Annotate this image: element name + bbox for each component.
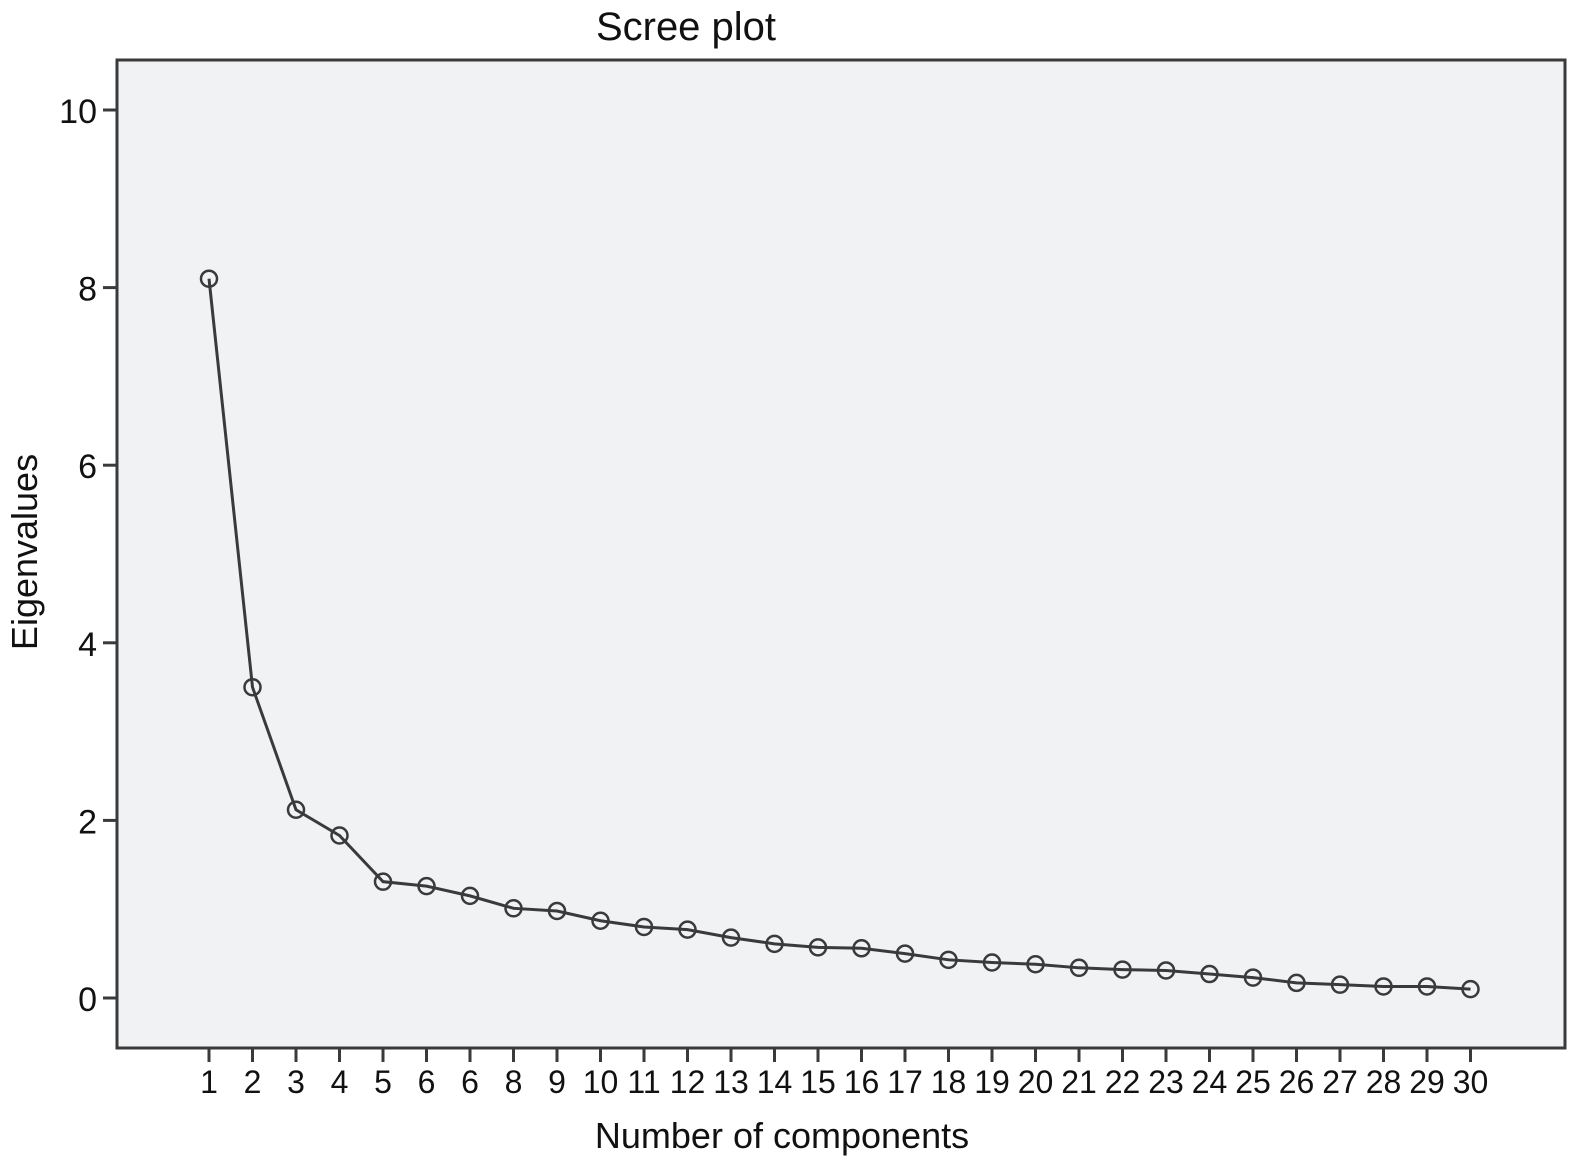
- x-tick-label: 22: [1105, 1064, 1141, 1100]
- x-tick-label: 17: [887, 1064, 923, 1100]
- x-tick-label: 23: [1148, 1064, 1184, 1100]
- y-tick-label: 2: [78, 803, 97, 841]
- data-point: [243, 677, 262, 697]
- x-tick-label: 9: [548, 1064, 566, 1100]
- y-tick-label: 8: [78, 271, 97, 309]
- x-tick-label: 27: [1322, 1064, 1358, 1100]
- data-point: [1069, 958, 1089, 978]
- x-tick-label: 15: [800, 1064, 836, 1100]
- x-tick-label: 18: [931, 1064, 967, 1100]
- data-point: [460, 886, 480, 906]
- data-point: [1374, 977, 1393, 996]
- data-point: [808, 938, 828, 957]
- x-tick-label: 28: [1366, 1064, 1402, 1100]
- data-point: [678, 920, 697, 939]
- data-point: [330, 826, 349, 845]
- x-tick-label: 25: [1235, 1064, 1271, 1100]
- x-axis-label: Number of components: [595, 1115, 969, 1156]
- data-point: [591, 911, 610, 930]
- x-tick-label: 5: [374, 1064, 392, 1100]
- x-tick-label: 1: [200, 1064, 218, 1100]
- chart-title: Scree plot: [596, 5, 776, 49]
- data-point: [982, 953, 1002, 972]
- x-tick-label: 30: [1453, 1064, 1489, 1100]
- data-point: [852, 939, 871, 958]
- x-tick-label: 12: [670, 1064, 706, 1100]
- x-tick-label: 16: [844, 1064, 880, 1100]
- y-tick-label: 10: [59, 93, 97, 131]
- data-point: [1200, 964, 1219, 984]
- x-tick-label: 19: [974, 1064, 1010, 1100]
- data-point: [199, 269, 219, 288]
- x-tick-label: 21: [1061, 1064, 1097, 1100]
- data-point: [1287, 973, 1306, 993]
- data-point: [1417, 977, 1437, 996]
- x-tick-label: 6: [418, 1064, 436, 1100]
- x-tick-label: 3: [287, 1064, 305, 1100]
- x-tick-label: 13: [713, 1064, 749, 1100]
- x-tick-label: 20: [1018, 1064, 1054, 1100]
- data-point: [895, 944, 915, 963]
- data-point: [634, 917, 654, 937]
- y-axis-label: Eigenvalues: [4, 454, 45, 650]
- data-point: [1461, 979, 1480, 999]
- data-point: [1243, 968, 1263, 987]
- data-point: [1113, 960, 1132, 979]
- x-tick-label: 2: [244, 1064, 262, 1100]
- x-tick-label: 4: [331, 1064, 349, 1100]
- data-point: [286, 800, 306, 819]
- x-tick-label: 10: [583, 1064, 619, 1100]
- x-tick-label: 26: [1279, 1064, 1315, 1100]
- y-tick-label: 4: [78, 626, 97, 664]
- x-tick-label: 29: [1409, 1064, 1445, 1100]
- x-tick-label: 6: [461, 1064, 479, 1100]
- data-point: [547, 901, 567, 921]
- data-point: [765, 934, 784, 954]
- x-tick-label: 11: [627, 1064, 660, 1100]
- data-point: [1330, 975, 1350, 994]
- y-tick-label: 0: [78, 981, 97, 1019]
- data-point: [1156, 961, 1176, 980]
- eigenvalue-points: [199, 269, 1480, 999]
- data-point: [504, 899, 523, 918]
- plot-area-background: [115, 58, 1567, 1050]
- x-tick-label: 14: [757, 1064, 793, 1100]
- data-point: [417, 876, 436, 896]
- x-tick-label: 8: [505, 1064, 523, 1100]
- x-tick-label: 24: [1192, 1064, 1228, 1100]
- x-axis-ticks: 1 2 3 4 5 6 6 8 9 10 11 12 13 14 15 16 17 18 19 20 21 22 23 24 2…: [200, 1048, 1488, 1100]
- y-axis-ticks: 0 2 4 6 8 10: [59, 93, 117, 1019]
- data-point: [1026, 955, 1045, 974]
- data-point: [373, 872, 393, 891]
- data-point: [721, 928, 741, 947]
- y-tick-label: 6: [78, 448, 97, 486]
- data-point: [939, 950, 958, 970]
